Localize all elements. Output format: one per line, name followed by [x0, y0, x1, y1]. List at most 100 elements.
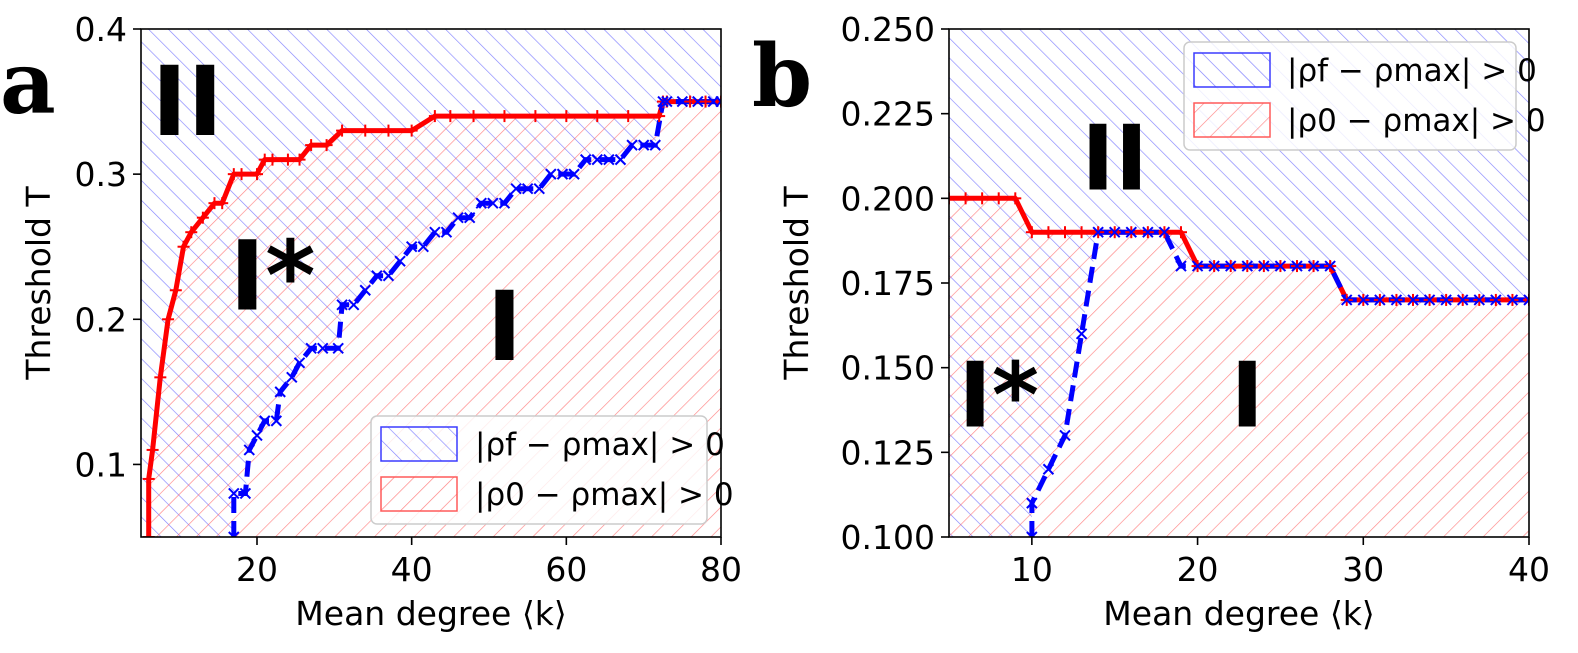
- marker-d2: [1423, 294, 1436, 306]
- red-plus-marker: [428, 110, 441, 123]
- marker-d2: [1258, 260, 1270, 272]
- y-axis-label-a: Threshold T: [19, 186, 58, 381]
- blue-x-marker: [1324, 260, 1336, 272]
- marker-d2: [591, 153, 603, 166]
- marker-d2: [1523, 298, 1529, 306]
- blue-x-marker: [1374, 294, 1386, 306]
- blue-x-marker: [545, 168, 557, 180]
- marker-d2: [692, 95, 704, 108]
- red-plus-marker: [382, 124, 395, 137]
- region-label: II: [152, 46, 223, 158]
- blue-x-marker: [510, 182, 522, 195]
- legend-swatch-red-a: [380, 476, 458, 512]
- region-red-hatch-b: [949, 198, 1529, 537]
- marker-d2: [336, 299, 348, 311]
- marker-d2: [239, 487, 252, 500]
- marker-d2: [1291, 260, 1303, 272]
- marker-d2: [614, 153, 627, 166]
- marker-d2: [1109, 226, 1121, 238]
- blue-x-marker: [317, 342, 329, 355]
- red-plus-marker: [142, 472, 155, 485]
- x-tick-label: 40: [391, 550, 433, 589]
- blue-x-marker: [1390, 294, 1403, 306]
- red-plus-marker: [305, 139, 318, 152]
- panel-letter-b: b: [752, 26, 812, 127]
- marker-d2: [1042, 463, 1055, 475]
- blue-x-marker: [336, 299, 348, 311]
- marker-d2: [1357, 294, 1369, 306]
- marker-d2: [637, 139, 650, 151]
- blue-x-marker: [228, 531, 240, 537]
- marker-d2: [1059, 429, 1071, 442]
- marker-d2: [452, 211, 464, 224]
- blue-x-marker: [452, 211, 464, 224]
- marker-d2: [1225, 260, 1237, 272]
- blue-x-marker: [417, 241, 429, 253]
- blue-x-marker: [626, 139, 638, 151]
- red-plus-marker: [405, 124, 418, 137]
- red-plus-marker: [142, 531, 155, 537]
- marker-d2: [1457, 294, 1469, 306]
- blue-x-marker: [293, 357, 306, 369]
- region-blue-hatch-b: [949, 29, 1529, 537]
- legend-label-blue-a: |ρf − ρmax| > 0: [475, 427, 725, 463]
- blue-x-marker: [1407, 294, 1419, 306]
- red-plus-marker: [336, 124, 349, 137]
- x-axis-label-a: Mean degree ⟨k⟩: [295, 594, 566, 633]
- blue-x-marker: [239, 487, 252, 500]
- marker-d1: [715, 95, 721, 103]
- blue-x-marker: [568, 168, 580, 180]
- marker-d2: [568, 168, 580, 180]
- y-tick-label: 0.150: [841, 349, 935, 388]
- blue-x-marker: [305, 342, 317, 355]
- red-plus-marker: [1059, 226, 1071, 239]
- marker-d2: [382, 270, 395, 282]
- blue-x-marker: [657, 95, 669, 108]
- x-tick-label: 20: [1177, 550, 1219, 589]
- marker-d2: [251, 429, 263, 442]
- blue-x-marker: [274, 386, 286, 398]
- blue-x-marker: [394, 255, 406, 267]
- red-plus-marker: [185, 226, 198, 239]
- marker-d2: [347, 299, 360, 311]
- red-plus-marker: [467, 110, 480, 123]
- red-plus-marker: [1175, 226, 1187, 239]
- y-tick-label: 0.175: [841, 264, 935, 303]
- marker-d2: [270, 415, 283, 427]
- blue-x-marker: [359, 284, 371, 296]
- x-ticks-a: 20 40 60 80: [236, 537, 742, 589]
- chart-panel-b: 10 20 30 40 0.1000.1250.1500.1750.2000.2250…: [777, 10, 1550, 633]
- y-tick-label: 0.250: [841, 10, 935, 49]
- marker-d2: [305, 342, 317, 355]
- blue-x-marker: [1506, 294, 1519, 306]
- blue-x-marker: [1225, 260, 1237, 272]
- x-tick-label: 40: [1508, 550, 1550, 589]
- red-plus-marker: [622, 110, 635, 123]
- marker-d2: [232, 531, 240, 537]
- marker-d2: [626, 139, 638, 151]
- series-red-markers-a: [142, 95, 721, 537]
- x-ticks-b: 10 20 30 40: [1011, 537, 1550, 589]
- series-blue-markers-a: [228, 95, 721, 537]
- red-plus-marker: [177, 240, 190, 253]
- red-plus-marker: [653, 110, 666, 123]
- blue-x-marker: [405, 241, 418, 253]
- red-plus-marker: [1042, 226, 1055, 239]
- marker-d2: [657, 95, 669, 108]
- blue-x-marker: [1341, 294, 1353, 306]
- marker-d2: [603, 153, 615, 166]
- marker-d2: [1191, 260, 1204, 272]
- marker-d2: [1440, 294, 1452, 306]
- red-plus-marker: [162, 313, 175, 326]
- x-tick-label: 80: [700, 550, 742, 589]
- marker-d2: [579, 153, 592, 166]
- y-tick-label: 0.4: [75, 10, 127, 49]
- marker-d2: [1407, 294, 1419, 306]
- marker-d2: [332, 342, 344, 355]
- marker-d2: [510, 182, 522, 195]
- blue-x-marker: [533, 182, 545, 195]
- red-plus-marker: [359, 124, 372, 137]
- blue-x-marker: [1291, 260, 1303, 272]
- blue-x-marker: [1473, 294, 1485, 306]
- red-plus-marker: [1075, 226, 1088, 239]
